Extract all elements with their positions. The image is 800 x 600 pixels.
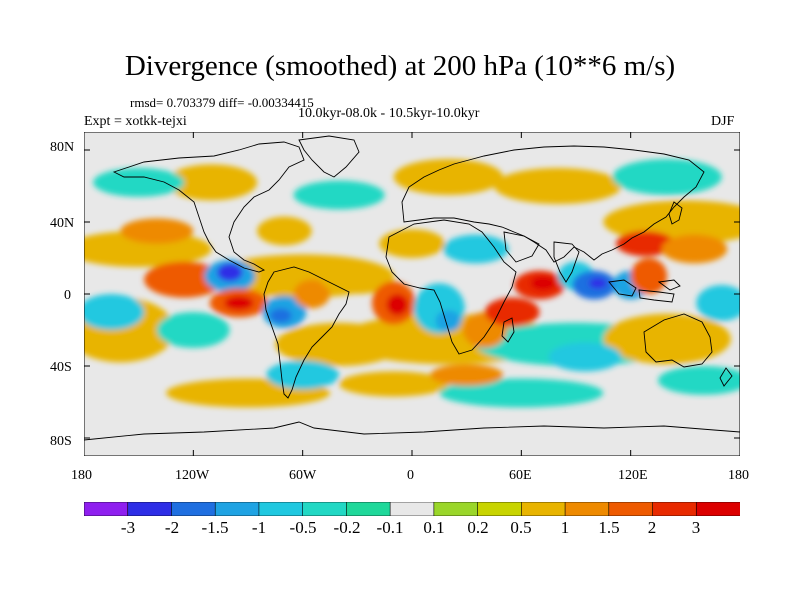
coast-india (553, 241, 580, 283)
colorbar-label: -0.5 (289, 518, 317, 537)
field-contour-blob (430, 364, 504, 386)
colorbar (84, 502, 740, 516)
stats-text: rmsd= 0.703379 diff= -0.00334415 (130, 95, 314, 110)
field-contour-blob (269, 308, 292, 323)
field-contour-blob (144, 261, 225, 298)
x-tick-0: 0 (407, 468, 414, 483)
coast-south-america (263, 266, 350, 399)
colorbar-swatch (389, 502, 435, 516)
colorbar-label: -1 (251, 518, 267, 537)
colorbar-label: 0.5 (510, 518, 532, 537)
divergence-map (84, 132, 740, 456)
colorbar-label: -1.5 (201, 518, 229, 537)
field-contour-blob (530, 276, 556, 291)
x-tick-120w: 120W (175, 468, 210, 483)
coast-antarctica (84, 421, 740, 441)
colorbar-swatch (521, 502, 566, 516)
field-contour-blob (379, 229, 445, 258)
field-contour-blob (339, 371, 449, 397)
colorbar-swatch (346, 502, 391, 516)
coast-eurasia (401, 145, 705, 263)
coastlines (84, 135, 740, 441)
y-tick-80s: 80S (50, 434, 72, 449)
field-contour-blob (293, 180, 385, 210)
field-contour-blob (156, 312, 230, 348)
field-contour-blob (435, 310, 462, 332)
colorbar-label: 1.5 (598, 518, 620, 537)
colorbar-swatch (258, 502, 304, 516)
colorbar-swatch (302, 502, 348, 516)
field-contour-blob (696, 285, 740, 321)
colorbar-label: -0.2 (333, 518, 361, 537)
field-contour-blob (494, 168, 622, 204)
coast-greenland (298, 135, 360, 178)
field-contour-blob (84, 294, 145, 330)
field-contour-blob (393, 159, 504, 195)
field-contour-blob (224, 295, 254, 311)
colorbar-swatch (171, 502, 217, 516)
colorbar-swatch (477, 502, 523, 516)
field-contour-blob (548, 342, 622, 372)
colorbar-swatch (608, 502, 654, 516)
y-tick-40s: 40S (50, 360, 72, 375)
field-contour-blob (386, 294, 409, 316)
colorbar-label: -3 (120, 518, 136, 537)
field-contour-blob (217, 263, 243, 282)
colorbar-label: 3 (691, 518, 701, 537)
coast-north-america (112, 141, 305, 273)
y-tick-0: 0 (64, 288, 71, 303)
x-tick-180w: 180 (71, 468, 92, 483)
period-text: 10.0kyr-08.0k - 10.5kyr-10.0kyr (298, 106, 480, 121)
colorbar-label: 1 (560, 518, 570, 537)
field-contour-blob (266, 360, 340, 390)
colorbar-swatch (433, 502, 479, 516)
coast-africa (385, 219, 517, 355)
colorbar-swatch (564, 502, 610, 516)
x-tick-60w: 60W (289, 468, 317, 483)
colorbar-swatch (652, 502, 698, 516)
colorbar-label: 0.2 (467, 518, 489, 537)
field-contour-blob (166, 164, 258, 201)
field-contour-blob (616, 231, 675, 257)
field-contour-blob (293, 279, 330, 309)
field-contour-blob (661, 234, 728, 264)
y-tick-80n: 80N (50, 140, 75, 155)
coast-indonesia (608, 279, 681, 303)
field-contour-blob (275, 322, 403, 366)
colorbar-label: -0.1 (376, 518, 404, 537)
colorbar-swatch (695, 502, 740, 516)
field-contour-blob (257, 216, 312, 246)
field-contour-blob (588, 277, 607, 289)
field-contour-blob (603, 313, 731, 365)
field-contour-blob (120, 218, 194, 244)
colorbar-swatch (84, 502, 129, 516)
field-contour-blob (612, 159, 722, 195)
x-tick-120e: 120E (618, 468, 648, 483)
field-contour-blob (439, 378, 604, 408)
coast-new-zealand (719, 367, 733, 387)
experiment-label: Expt = xotkk-tejxi (84, 114, 187, 129)
field-contour-blob (630, 258, 668, 294)
field-contour-blob (93, 168, 185, 197)
coast-japan (668, 201, 683, 225)
colorbar-swatch (127, 502, 173, 516)
colorbar-label: -2 (164, 518, 180, 537)
x-tick-60e: 60E (509, 468, 532, 483)
x-tick-180e: 180 (728, 468, 749, 483)
field-contour-blob (484, 297, 540, 327)
axis-ticks (84, 132, 740, 456)
field-contour-blob (658, 366, 740, 395)
coast-arabia (503, 231, 540, 263)
coast-madagascar (501, 317, 515, 343)
field-contour-blob (443, 234, 509, 264)
coast-australia (643, 313, 713, 368)
colorbar-label: 2 (647, 518, 657, 537)
plot-title: Divergence (smoothed) at 200 hPa (10**6 … (124, 50, 676, 82)
season-label: DJF (711, 114, 735, 129)
colorbar-label: 0.1 (423, 518, 445, 537)
y-tick-40n: 40N (50, 216, 75, 231)
colorbar-swatch (214, 502, 260, 516)
